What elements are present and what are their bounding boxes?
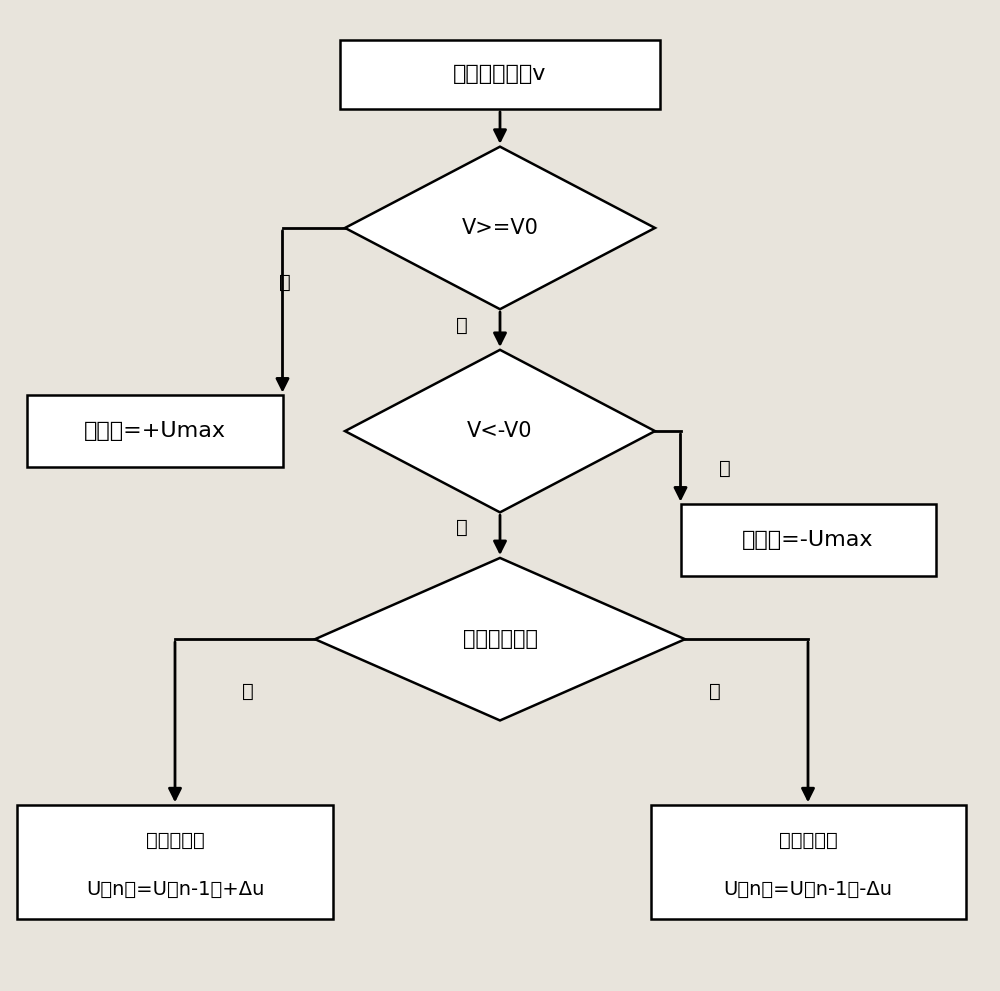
Text: 测量电机转速v: 测量电机转速v (453, 64, 547, 84)
Polygon shape (315, 558, 685, 720)
Text: 是: 是 (719, 459, 731, 479)
FancyBboxPatch shape (17, 805, 332, 920)
Polygon shape (345, 350, 655, 512)
Text: 否: 否 (709, 682, 721, 702)
Text: 是: 是 (279, 273, 291, 292)
Text: 补偽値=+Umax: 补偽値=+Umax (84, 421, 226, 441)
FancyBboxPatch shape (340, 40, 660, 109)
Text: 补偽値递增: 补偽値递增 (146, 830, 204, 850)
Text: V>=V0: V>=V0 (462, 218, 538, 238)
Text: 给定转速增加: 给定转速增加 (462, 629, 538, 649)
Text: V<-V0: V<-V0 (467, 421, 533, 441)
Text: U（n）=U（n-1）-Δu: U（n）=U（n-1）-Δu (724, 880, 893, 900)
Text: 是: 是 (242, 682, 254, 702)
Text: 补偽値递减: 补偽値递减 (779, 830, 837, 850)
Text: 否: 否 (456, 315, 468, 335)
Text: 补偽値=-Umax: 补偽値=-Umax (742, 530, 874, 550)
Text: 否: 否 (456, 517, 468, 537)
FancyBboxPatch shape (27, 395, 283, 467)
Text: U（n）=U（n-1）+Δu: U（n）=U（n-1）+Δu (86, 880, 264, 900)
Polygon shape (345, 147, 655, 309)
FancyBboxPatch shape (681, 504, 936, 576)
FancyBboxPatch shape (651, 805, 966, 920)
